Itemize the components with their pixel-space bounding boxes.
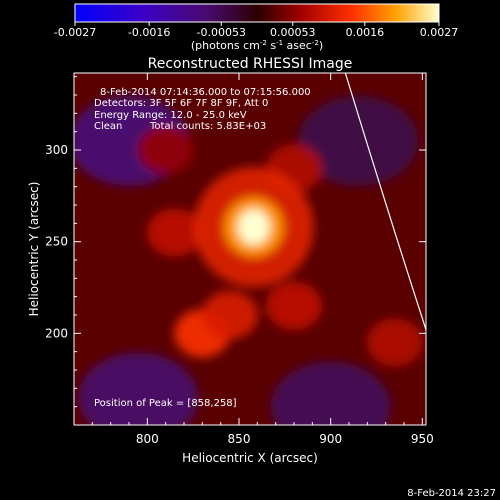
annotation-time-range: 8-Feb-2014 07:14:36.000 to 07:15:56.000: [100, 87, 311, 98]
negative-region-3: [270, 361, 391, 425]
annotations: 8-Feb-2014 07:14:36.000 to 07:15:56.000 …: [94, 87, 311, 409]
secondary-source-4: [146, 208, 203, 257]
colorbar-tick-label-1: -0.0027: [54, 26, 96, 39]
secondary-source-7: [137, 126, 194, 174]
colorbar: -0.0027 -0.0016 -0.00053 0.00053 0.0016 0.002…: [54, 3, 458, 52]
footer-timestamp: 8-Feb-2014 23:27: [407, 488, 496, 499]
y-tick-label-300: 300: [45, 143, 68, 157]
secondary-source-2: [201, 291, 258, 339]
colorbar-unit-label: (photons cm-2 s-1 asec-2): [191, 39, 323, 52]
chart-title: Reconstructed RHESSI Image: [148, 56, 353, 72]
secondary-source-6: [366, 318, 423, 367]
colorbar-tick-label-4: 0.00053: [270, 26, 316, 39]
y-tick-label-250: 250: [45, 235, 68, 249]
annotation-energy: Energy Range: 12.0 - 25.0 keV: [94, 110, 247, 121]
secondary-source-3: [266, 281, 322, 330]
annotation-detectors: Detectors: 3F 5F 6F 7F 8F 9F, Att 0: [94, 98, 268, 109]
y-axis-label: Heliocentric Y (arcsec): [27, 182, 41, 317]
colorbar-tick-label-5: 0.0016: [346, 26, 385, 39]
x-tick-label-900: 900: [319, 432, 342, 446]
colorbar-gradient: [74, 3, 440, 23]
y-axis-ticks: 200 250 300: [45, 76, 426, 408]
x-tick-label-850: 850: [228, 432, 251, 446]
heatmap-image: [74, 73, 426, 425]
solar-limb-curve: [344, 73, 426, 330]
colorbar-tick-label-2: -0.0016: [128, 26, 170, 39]
peak-core: [237, 209, 270, 245]
x-axis-ticks: 800 850 900 950: [91, 73, 434, 446]
annotation-method: Clean: [94, 121, 122, 132]
annotation-total-counts: Total counts: 5.83E+03: [149, 121, 266, 132]
x-axis-label: Heliocentric X (arcsec): [182, 451, 318, 465]
plot-frame: [73, 72, 427, 426]
colorbar-tick-label-6: 0.0027: [420, 26, 459, 39]
colorbar-ticks: -0.0027 -0.0016 -0.00053 0.00053 0.0016 0.002…: [54, 22, 458, 39]
negative-region-4: [298, 95, 419, 186]
colorbar-tick-label-3: -0.00053: [197, 26, 246, 39]
annotation-peak-position: Position of Peak = [858,258]: [94, 398, 237, 409]
y-tick-label-200: 200: [45, 326, 68, 340]
x-tick-label-950: 950: [411, 432, 434, 446]
x-tick-label-800: 800: [136, 432, 159, 446]
negative-region-2: [78, 352, 199, 425]
